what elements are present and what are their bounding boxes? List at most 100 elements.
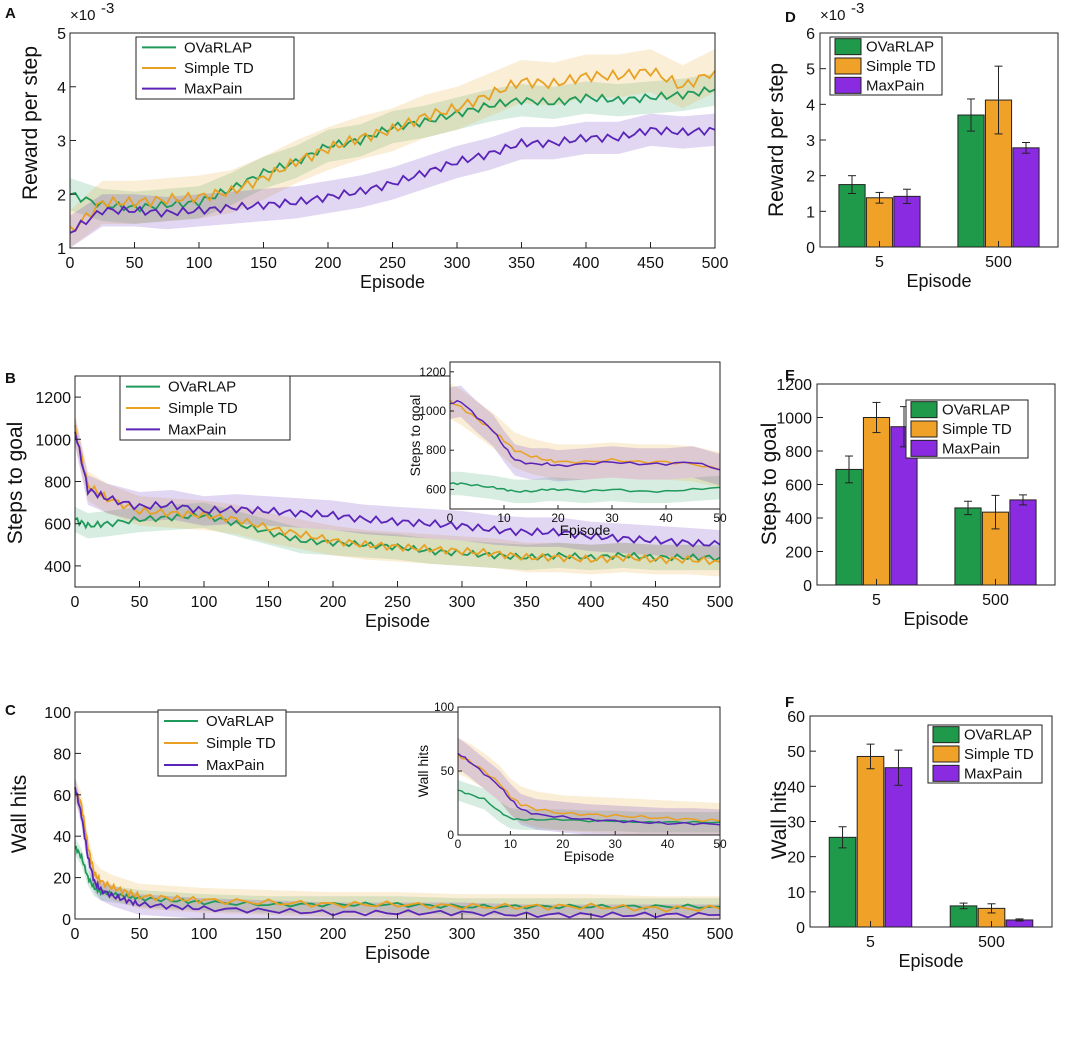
band-maxpain bbox=[458, 737, 720, 835]
y-tick-label: 800 bbox=[44, 475, 71, 492]
x-tick-label: 50 bbox=[131, 926, 149, 943]
x-tick-label: 500 bbox=[985, 254, 1012, 271]
bar-simple-td-5 bbox=[856, 755, 885, 928]
y-tick-label: 200 bbox=[785, 545, 812, 562]
legend-swatch-simple-td bbox=[932, 745, 960, 763]
x-tick-label: 150 bbox=[250, 255, 277, 272]
y-tick-label: 100 bbox=[44, 705, 71, 722]
panel-F: 5 500 0 10 20 30 40 50 60 Episode Wall hits OVaRLAP… bbox=[768, 694, 1053, 971]
y-tick-label: 0 bbox=[447, 828, 454, 842]
legend-swatch-ovarlap bbox=[910, 401, 938, 419]
exponent-power: -3 bbox=[851, 0, 864, 17]
legend-label: OVaRLAP bbox=[168, 379, 236, 396]
y-tick-label: 10 bbox=[787, 885, 805, 902]
y-tick-label: 1000 bbox=[419, 404, 446, 418]
y-axis-label: Reward per step bbox=[765, 63, 788, 217]
y-tick-label: 0 bbox=[803, 578, 812, 595]
y-tick-label: 80 bbox=[53, 746, 71, 763]
y-tick-label: 2 bbox=[806, 169, 815, 186]
y-tick-label: 400 bbox=[785, 511, 812, 528]
x-tick-label: 100 bbox=[186, 255, 213, 272]
y-axis-label: Wall hits bbox=[8, 775, 31, 854]
x-axis-label: Episode bbox=[365, 943, 430, 963]
x-tick-label: 400 bbox=[573, 255, 600, 272]
x-tick-label: 450 bbox=[642, 594, 669, 611]
legend-label: OVaRLAP bbox=[866, 39, 934, 56]
legend-label: Simple TD bbox=[866, 58, 936, 75]
y-axis-label: Steps to goal bbox=[758, 423, 781, 546]
y-tick-label: 20 bbox=[787, 850, 805, 867]
legend-label: Simple TD bbox=[942, 421, 1012, 438]
x-tick-label: 40 bbox=[661, 837, 675, 851]
bar-ovarlap-5 bbox=[835, 468, 863, 586]
line-simple-td bbox=[69, 67, 716, 233]
panel-undefined-inset: 0 10 20 30 40 50 0 50 100 Episode Wall hits bbox=[415, 700, 727, 864]
band-maxpain bbox=[70, 113, 715, 248]
band-simple-td bbox=[450, 383, 720, 488]
line-maxpain bbox=[74, 431, 721, 548]
x-axis-label: Episode bbox=[560, 522, 611, 538]
y-tick-label: 600 bbox=[44, 517, 71, 534]
x-tick-label: 40 bbox=[659, 511, 673, 525]
legend-swatch-simple-td bbox=[910, 420, 938, 438]
y-tick-label: 100 bbox=[434, 700, 454, 714]
x-tick-label: 0 bbox=[447, 511, 454, 525]
legend-swatch-maxpain bbox=[834, 76, 862, 94]
band-simple-td bbox=[458, 737, 720, 835]
y-tick-label: 800 bbox=[785, 444, 812, 461]
bar-simple-td-5 bbox=[862, 417, 891, 586]
band-simple-td bbox=[70, 49, 715, 248]
y-tick-label: 2 bbox=[57, 187, 66, 204]
bar-ovarlap-500 bbox=[957, 114, 985, 248]
x-tick-label: 350 bbox=[513, 926, 540, 943]
legend-label: OVaRLAP bbox=[942, 402, 1010, 419]
panel-B: 0 50 100 150 200 250 300 350 400 450 5004006008001… bbox=[4, 370, 733, 631]
legend-label: MaxPain bbox=[168, 421, 226, 438]
x-tick-label: 400 bbox=[578, 926, 605, 943]
x-tick-label: 5 bbox=[866, 934, 875, 951]
x-tick-label: 0 bbox=[455, 837, 462, 851]
x-tick-label: 0 bbox=[66, 255, 75, 272]
y-tick-label: 0 bbox=[806, 240, 815, 257]
y-tick-label: 4 bbox=[57, 80, 66, 97]
x-tick-label: 50 bbox=[126, 255, 144, 272]
legend-label: OVaRLAP bbox=[206, 713, 274, 730]
y-tick-label: 3 bbox=[57, 134, 66, 151]
y-tick-label: 50 bbox=[787, 744, 805, 761]
y-axis-label: Steps to goal bbox=[407, 395, 423, 477]
panel-A: 0 50 100 150 200 250 300 350 400 450 500 1 2 3 4 5 Episo… bbox=[5, 0, 728, 292]
x-tick-label: 250 bbox=[384, 926, 411, 943]
y-tick-label: 3 bbox=[806, 133, 815, 150]
x-axis-label: Episode bbox=[365, 611, 430, 631]
legend-swatch-ovarlap bbox=[932, 726, 960, 744]
x-tick-label: 0 bbox=[71, 594, 80, 611]
legend-label: MaxPain bbox=[206, 757, 264, 774]
x-tick-label: 50 bbox=[131, 594, 149, 611]
x-tick-label: 100 bbox=[191, 926, 218, 943]
y-tick-label: 800 bbox=[426, 443, 446, 457]
y-tick-label: 40 bbox=[53, 829, 71, 846]
band-maxpain bbox=[75, 416, 720, 560]
panel-D: 5 500 0 1 2 3 4 5 6 Episode Reward per step OVaRLAP… bbox=[765, 0, 1059, 291]
x-axis-label: Episode bbox=[898, 951, 963, 971]
legend-swatch-simple-td bbox=[834, 57, 862, 75]
x-tick-label: 20 bbox=[556, 837, 570, 851]
line-maxpain bbox=[69, 126, 716, 234]
y-tick-label: 60 bbox=[787, 709, 805, 726]
bar-maxpain-500 bbox=[1012, 147, 1040, 248]
x-tick-label: 200 bbox=[315, 255, 342, 272]
y-axis-label: Wall hits bbox=[768, 781, 791, 860]
x-tick-label: 150 bbox=[255, 926, 282, 943]
x-tick-label: 250 bbox=[379, 255, 406, 272]
x-tick-label: 5 bbox=[875, 254, 884, 271]
y-tick-label: 1200 bbox=[419, 365, 446, 379]
y-tick-label: 1000 bbox=[35, 432, 71, 449]
line-simple-td bbox=[449, 399, 721, 471]
x-tick-label: 30 bbox=[605, 511, 619, 525]
exponent-label: ×10 bbox=[70, 7, 95, 24]
y-tick-label: 20 bbox=[53, 871, 71, 888]
y-tick-label: 30 bbox=[787, 815, 805, 832]
x-tick-label: 200 bbox=[320, 926, 347, 943]
y-tick-label: 1 bbox=[57, 241, 66, 258]
panel-letter: C bbox=[5, 702, 16, 719]
